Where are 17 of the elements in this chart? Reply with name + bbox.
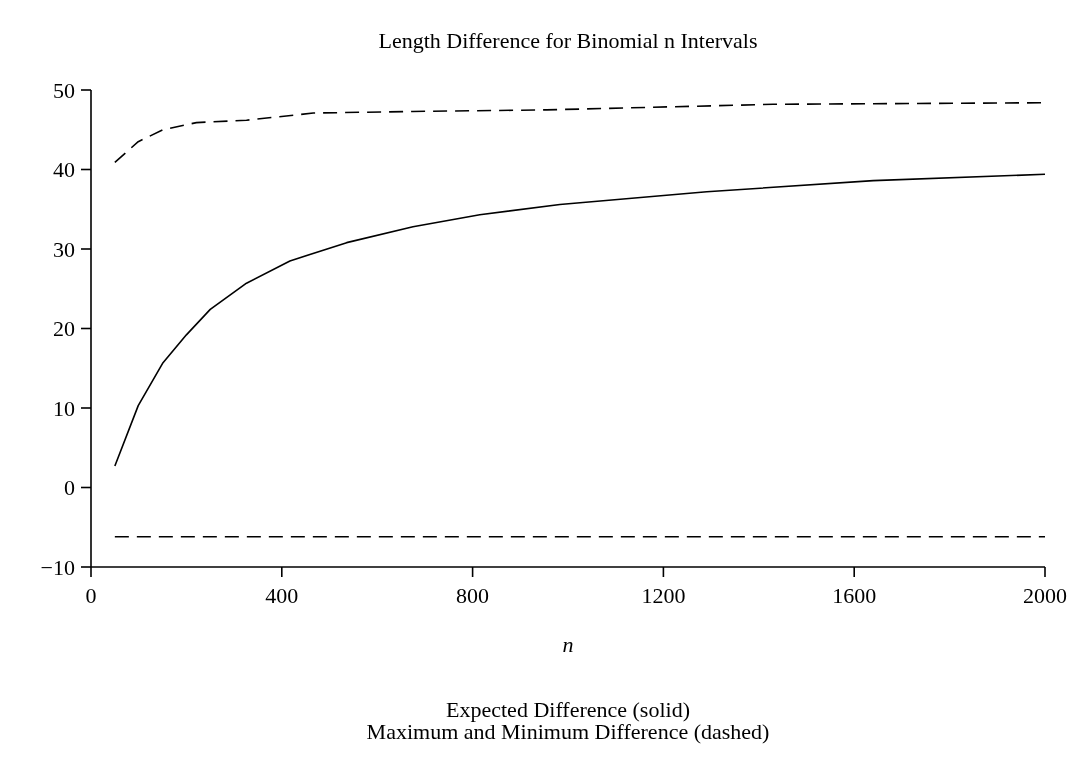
x-tick-label: 2000 [1023,583,1067,608]
y-tick-label: −10 [40,554,75,580]
y-tick-label: 50 [53,77,75,103]
x-tick-label: 800 [456,583,490,608]
line-series [114,173,1046,467]
y-tick-label: 40 [53,157,75,183]
y-tick-label: 30 [53,236,75,262]
y-tick-label: 0 [64,475,75,501]
x-tick-label: 1200 [641,583,686,608]
x-tick-label: 400 [265,583,299,608]
x-axis-title: n [562,632,574,657]
x-tick-label: 0 [85,583,97,608]
text: Expected Difference (solid) [446,697,690,722]
x-tick-label: 1600 [832,583,877,608]
chart-title: Length Difference for Binomial n Intervals [378,28,758,53]
y-tick-label: 20 [53,316,75,342]
y-tick-label: 10 [53,395,75,421]
